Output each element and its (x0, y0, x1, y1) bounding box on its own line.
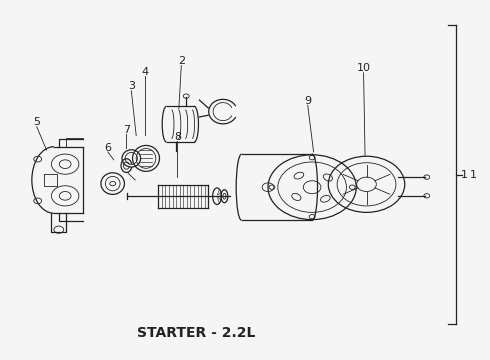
Text: 8: 8 (174, 132, 181, 142)
Text: 10: 10 (357, 63, 370, 73)
Text: 6: 6 (104, 143, 111, 153)
Text: 9: 9 (304, 96, 311, 106)
Text: 3: 3 (128, 81, 135, 91)
Text: 7: 7 (123, 125, 130, 135)
Text: 1: 1 (461, 170, 468, 180)
Text: STARTER - 2.2L: STARTER - 2.2L (137, 326, 255, 340)
Text: 5: 5 (33, 117, 40, 127)
Text: 4: 4 (141, 67, 148, 77)
Text: 2: 2 (178, 56, 185, 66)
Text: 1: 1 (469, 170, 476, 180)
